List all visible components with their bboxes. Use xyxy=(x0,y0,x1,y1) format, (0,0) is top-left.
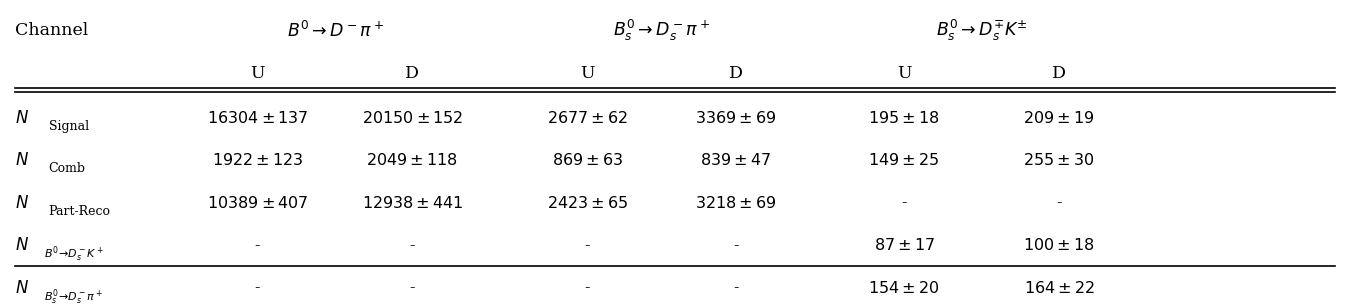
Text: $16304 \pm 137$: $16304 \pm 137$ xyxy=(207,109,308,127)
Text: Signal: Signal xyxy=(49,120,89,133)
Text: D: D xyxy=(405,65,420,82)
Text: $149 \pm 25$: $149 \pm 25$ xyxy=(868,152,940,169)
Text: -: - xyxy=(585,237,590,254)
Text: $100 \pm 18$: $100 \pm 18$ xyxy=(1023,237,1095,254)
Text: U: U xyxy=(580,65,595,82)
Text: -: - xyxy=(902,195,907,212)
Text: $839 \pm 47$: $839 \pm 47$ xyxy=(701,152,771,169)
Text: $B^0_s \to D^{\mp}_s K^{\pm}$: $B^0_s \to D^{\mp}_s K^{\pm}$ xyxy=(937,18,1027,43)
Text: U: U xyxy=(250,65,265,82)
Text: $3369 \pm 69$: $3369 \pm 69$ xyxy=(695,109,776,127)
Text: $869 \pm 63$: $869 \pm 63$ xyxy=(552,152,622,169)
Text: D: D xyxy=(729,65,742,82)
Text: -: - xyxy=(733,237,738,254)
Text: $3218 \pm 69$: $3218 \pm 69$ xyxy=(695,195,776,212)
Text: $209 \pm 19$: $209 \pm 19$ xyxy=(1023,109,1095,127)
Text: -: - xyxy=(255,237,261,254)
Text: -: - xyxy=(409,280,414,296)
Text: $N$: $N$ xyxy=(15,195,28,212)
Text: -: - xyxy=(409,237,414,254)
Text: $2677 \pm 62$: $2677 \pm 62$ xyxy=(547,109,628,127)
Text: $N$: $N$ xyxy=(15,237,28,254)
Text: $10389 \pm 407$: $10389 \pm 407$ xyxy=(207,195,308,212)
Text: Comb: Comb xyxy=(49,162,85,175)
Text: $12938 \pm 441$: $12938 \pm 441$ xyxy=(362,195,463,212)
Text: $2423 \pm 65$: $2423 \pm 65$ xyxy=(547,195,628,212)
Text: $255 \pm 30$: $255 \pm 30$ xyxy=(1023,152,1095,169)
Text: $2049 \pm 118$: $2049 \pm 118$ xyxy=(366,152,458,169)
Text: $1922 \pm 123$: $1922 \pm 123$ xyxy=(212,152,302,169)
Text: $B^0_s\!\to\! D^-_s\pi^+$: $B^0_s\!\to\! D^-_s\pi^+$ xyxy=(45,287,104,305)
Text: $195 \pm 18$: $195 \pm 18$ xyxy=(868,109,940,127)
Text: -: - xyxy=(585,280,590,296)
Text: $B^0 \to D^-\pi^+$: $B^0 \to D^-\pi^+$ xyxy=(286,21,385,41)
Text: D: D xyxy=(1052,65,1066,82)
Text: $B^0\!\to\! D^-_s K^+$: $B^0\!\to\! D^-_s K^+$ xyxy=(45,245,104,264)
Text: $154 \pm 20$: $154 \pm 20$ xyxy=(868,280,940,296)
Text: -: - xyxy=(733,280,738,296)
Text: -: - xyxy=(1056,195,1061,212)
Text: $B^0_s \to D^-_s\pi^+$: $B^0_s \to D^-_s\pi^+$ xyxy=(613,18,710,43)
Text: Part-Reco: Part-Reco xyxy=(49,205,111,218)
Text: -: - xyxy=(255,280,261,296)
Text: $N$: $N$ xyxy=(15,280,28,296)
Text: $20150 \pm 152$: $20150 \pm 152$ xyxy=(362,109,463,127)
Text: U: U xyxy=(896,65,911,82)
Text: Channel: Channel xyxy=(15,22,88,39)
Text: $N$: $N$ xyxy=(15,109,28,127)
Text: $164 \pm 22$: $164 \pm 22$ xyxy=(1023,280,1095,296)
Text: $N$: $N$ xyxy=(15,152,28,169)
Text: $87 \pm 17$: $87 \pm 17$ xyxy=(873,237,934,254)
